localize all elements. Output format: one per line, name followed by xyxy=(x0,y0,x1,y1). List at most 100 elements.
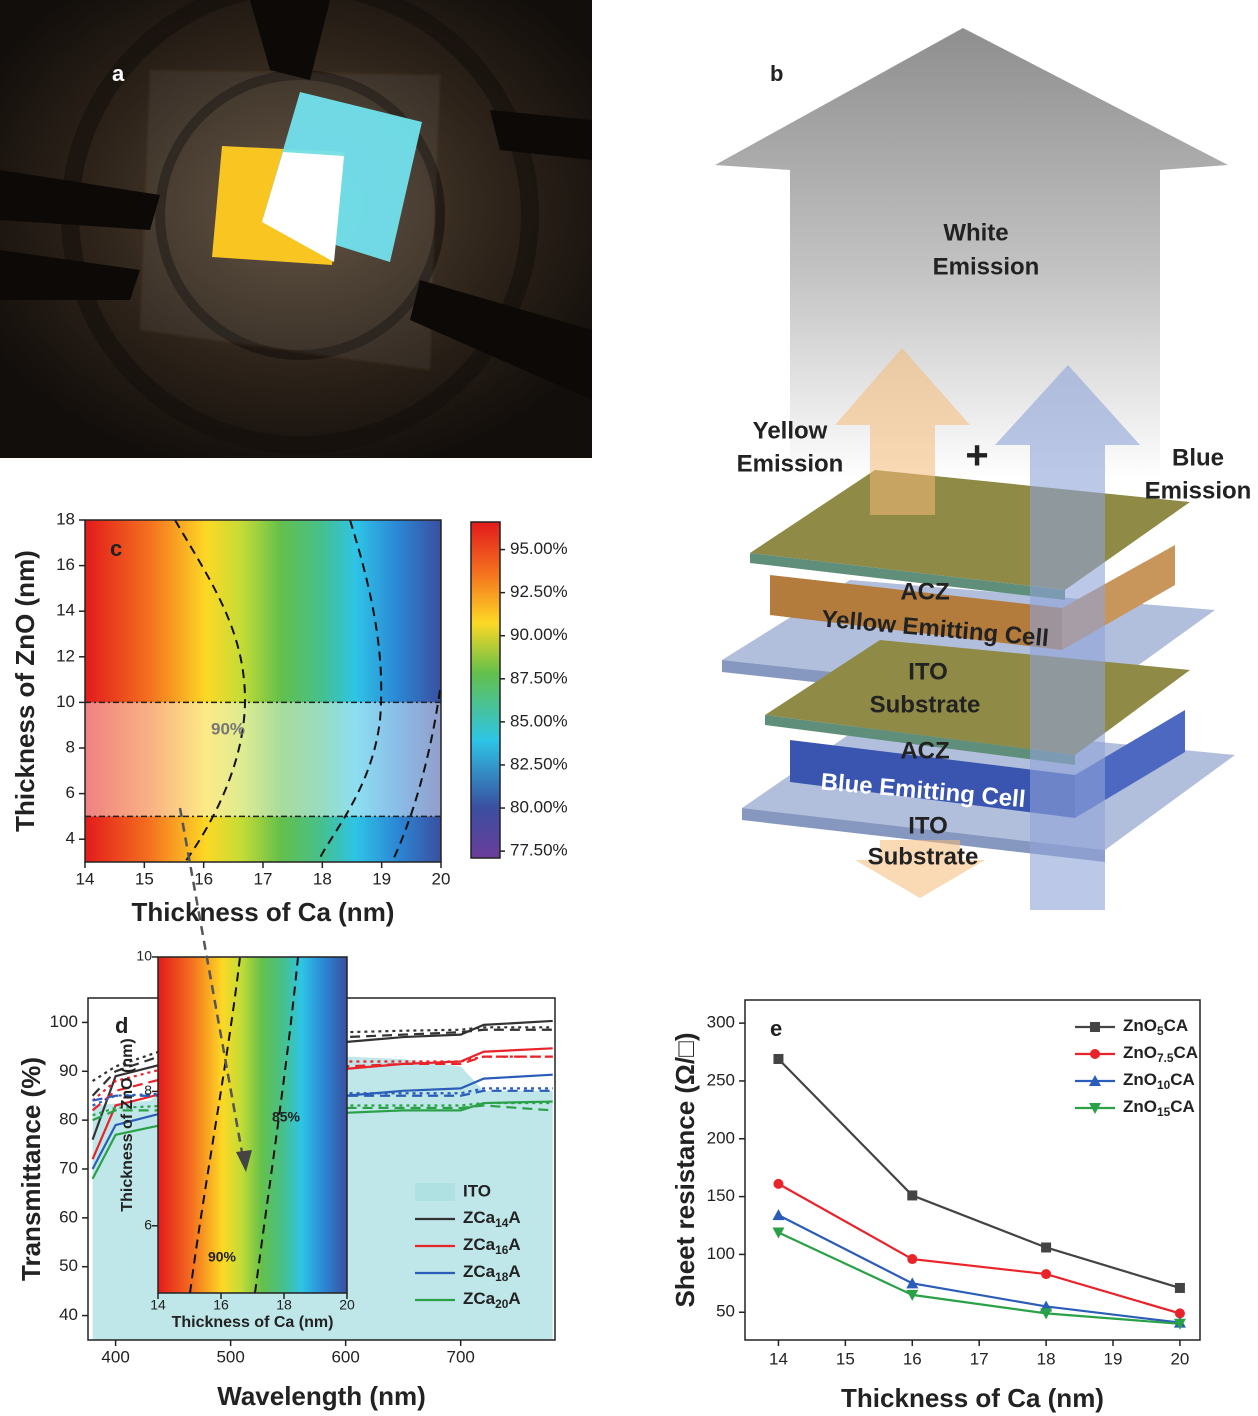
y-tick-label: 6 xyxy=(66,783,75,802)
clip xyxy=(0,170,160,230)
acz-edge xyxy=(765,715,1075,765)
y-tick-label: 70 xyxy=(59,1158,78,1177)
y-axis-label: Thickness of ZnO (nm) xyxy=(10,550,40,832)
colorbar-tick-label: 90.00% xyxy=(510,625,568,644)
diagram-panel: b White Emission Yellow Emission + Blue … xyxy=(715,28,1251,910)
charts: 90% 77.50% 80.00% 82.50% 85.00% 87.50% 90.00% 9… xyxy=(10,509,1201,1413)
legend-label: ITO xyxy=(463,1181,491,1200)
y-tick-label: 6 xyxy=(144,1217,152,1233)
clip xyxy=(490,110,592,160)
line xyxy=(777,1214,1181,1324)
y-tick-label: 14 xyxy=(56,601,75,620)
marker xyxy=(1089,1103,1101,1114)
colorbar-tick-label: 85.00% xyxy=(510,711,568,730)
label: Substrate xyxy=(868,843,979,870)
legend-label: ZCa14A xyxy=(463,1208,521,1230)
colorbar-tick-label: 77.50% xyxy=(510,841,568,860)
label: Emission xyxy=(1145,477,1252,504)
legend-label: ZCa16A xyxy=(463,1235,521,1257)
marker xyxy=(1174,1308,1185,1319)
plot-frame xyxy=(744,999,1201,1341)
label: Blue xyxy=(1172,444,1224,471)
contour-line xyxy=(254,956,299,1294)
marker xyxy=(772,1209,785,1221)
blue-cell-front xyxy=(790,740,1075,818)
x-tick-label: 20 xyxy=(432,869,451,888)
marker xyxy=(773,1053,784,1064)
white-arrow xyxy=(715,28,1228,480)
y-tick-label: 60 xyxy=(59,1207,78,1226)
y-tick-label: 18 xyxy=(56,509,75,528)
legend-label: ZnO5CA xyxy=(1123,1016,1188,1038)
x-tick-label: 18 xyxy=(313,869,332,888)
panel-label: b xyxy=(770,61,783,86)
annotation: 90% xyxy=(208,1249,237,1265)
legend-label: ZnO15CA xyxy=(1123,1097,1195,1119)
marker xyxy=(906,1289,919,1301)
contour-line xyxy=(317,519,383,863)
y-tick-label: 100 xyxy=(707,1244,735,1263)
yellow-cell-front xyxy=(770,575,1062,650)
marker xyxy=(907,1254,918,1265)
annotation: 85% xyxy=(272,1109,301,1125)
marker xyxy=(1173,1318,1186,1330)
y-tick-label: 80 xyxy=(59,1110,78,1129)
panel-label: e xyxy=(770,1016,782,1041)
label: Yellow xyxy=(753,417,828,444)
line xyxy=(777,1058,1181,1290)
marker xyxy=(1041,1269,1052,1280)
legend-label: ZnO10CA xyxy=(1123,1070,1195,1092)
y-tick-label: 10 xyxy=(56,692,75,711)
y-tick-label: 250 xyxy=(707,1070,735,1089)
label: ACZ xyxy=(900,737,949,764)
contour-field xyxy=(158,957,347,1293)
x-tick-label: 14 xyxy=(769,1349,788,1368)
x-tick-label: 19 xyxy=(372,869,391,888)
y-tick-label: 150 xyxy=(707,1186,735,1205)
colorbar-tick-label: 80.00% xyxy=(510,798,568,817)
y-tick-label: 12 xyxy=(56,646,75,665)
x-tick-label: 17 xyxy=(254,869,273,888)
x-tick-label: 16 xyxy=(194,869,213,888)
y-tick-label: 100 xyxy=(50,1012,78,1031)
x-axis-label: Thickness of Ca (nm) xyxy=(841,1383,1104,1413)
marker xyxy=(1090,1049,1100,1059)
y-axis-label: Sheet resistance (Ω/□) xyxy=(670,1033,700,1308)
legend-swatch xyxy=(415,1183,455,1201)
label: White xyxy=(943,219,1008,246)
x-tick-label: 700 xyxy=(446,1347,474,1366)
callout-arrowhead xyxy=(236,1150,252,1172)
y-tick-label: 16 xyxy=(56,555,75,574)
marker xyxy=(1174,1282,1185,1293)
x-tick-label: 18 xyxy=(276,1297,292,1313)
y-tick-label: 8 xyxy=(66,737,75,756)
y-tick-label: 300 xyxy=(707,1013,735,1032)
y-tick-label: 10 xyxy=(136,948,152,964)
marker xyxy=(907,1190,918,1201)
y-axis-label: Transmittance (%) xyxy=(16,1057,46,1281)
label: ACZ xyxy=(900,578,949,605)
line xyxy=(777,1231,1181,1325)
colorbar-tick-label: 87.50% xyxy=(510,668,568,687)
contour-line xyxy=(174,519,247,863)
marker xyxy=(773,1178,784,1189)
y-tick-label: 50 xyxy=(716,1302,735,1321)
x-tick-label: 18 xyxy=(1037,1349,1056,1368)
x-tick-label: 400 xyxy=(101,1347,129,1366)
x-axis-label: Thickness of Ca (nm) xyxy=(132,897,395,927)
acz-layer xyxy=(750,470,1190,590)
colorbar-tick-label: 92.50% xyxy=(510,582,568,601)
label: Emission xyxy=(737,450,844,477)
panel-label: a xyxy=(112,61,125,86)
colorbar-tick-label: 95.00% xyxy=(510,539,568,558)
acz-edge xyxy=(750,553,1065,600)
blue-arrow xyxy=(995,365,1140,910)
label: + xyxy=(965,434,988,478)
line xyxy=(777,1182,1181,1315)
legend-label: ZCa20A xyxy=(463,1289,521,1311)
photo-panel: a xyxy=(0,0,592,458)
marker xyxy=(1090,1022,1100,1032)
contour-line xyxy=(391,689,441,863)
annotation: 90% xyxy=(211,719,245,738)
